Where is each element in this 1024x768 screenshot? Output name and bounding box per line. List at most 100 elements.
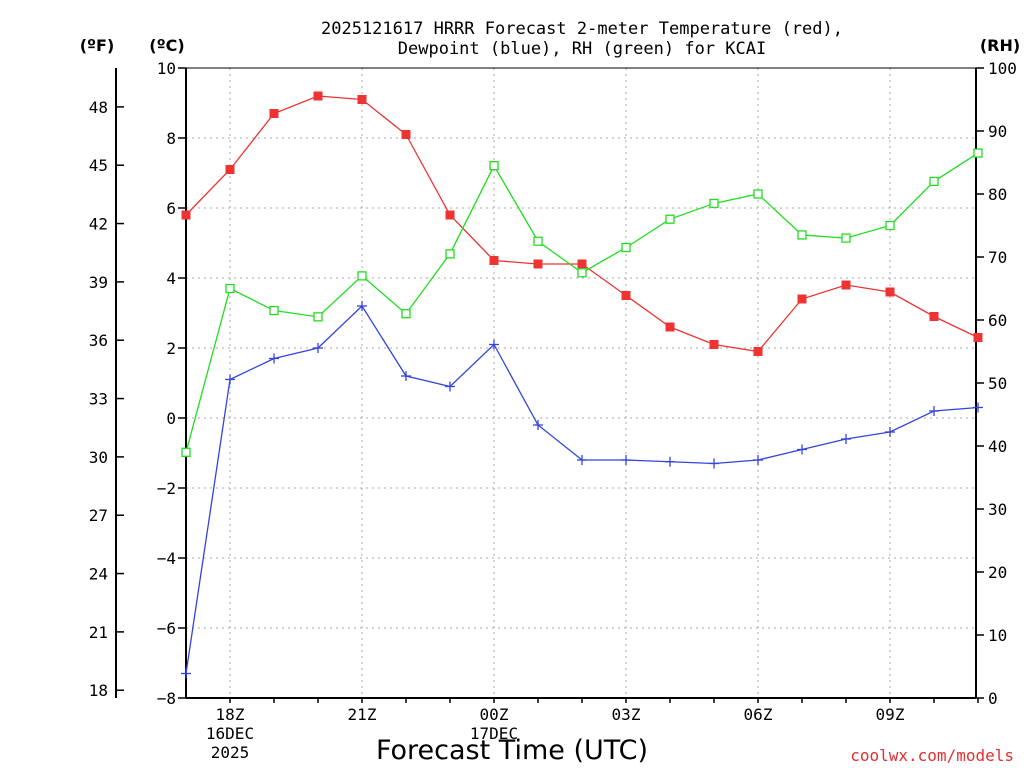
x-axis-label: Forecast Time (UTC) xyxy=(376,735,648,766)
temperature-point xyxy=(401,130,411,139)
rh-point xyxy=(665,214,675,224)
x-tick-label: 18Z xyxy=(216,705,245,724)
temperature-point xyxy=(885,287,895,297)
celsius-tick-label: −2 xyxy=(157,479,176,498)
temperature-line xyxy=(185,95,979,353)
fahrenheit-tick-label: 18 xyxy=(89,681,108,700)
dewpoint-point xyxy=(929,406,939,416)
temperature-point xyxy=(225,165,235,174)
temperature-point xyxy=(357,95,367,104)
dewpoint-point xyxy=(533,420,543,430)
rh-tick-label: 20 xyxy=(988,563,1007,582)
rh-point xyxy=(357,271,367,281)
temperature-point xyxy=(797,294,807,304)
rh-point xyxy=(885,220,895,231)
dewpoint-point xyxy=(665,456,675,467)
rh-tick-label: 0 xyxy=(988,689,998,708)
chart-title-line-1: 2025121617 HRRR Forecast 2-meter Tempera… xyxy=(321,19,843,39)
celsius-tick-label: 6 xyxy=(166,199,176,218)
dewpoint-line xyxy=(185,304,979,674)
rh-point xyxy=(269,305,279,316)
rh-point xyxy=(973,148,983,158)
rh-point xyxy=(445,249,455,259)
dewpoint-point xyxy=(753,455,763,465)
dewpoint-point xyxy=(709,458,719,469)
dewpoint-point xyxy=(181,668,191,679)
dewpoint-point xyxy=(797,444,807,455)
dewpoint-point xyxy=(577,455,587,465)
dewpoint-point xyxy=(621,455,631,465)
fahrenheit-tick-label: 30 xyxy=(89,448,108,467)
dewpoint-point xyxy=(401,371,411,381)
dewpoint-point xyxy=(885,427,895,437)
rh-point xyxy=(709,198,719,209)
temperature-point xyxy=(313,91,323,101)
temperature-point xyxy=(181,210,191,220)
temperature-point xyxy=(973,333,983,342)
dewpoint-point xyxy=(313,343,323,353)
credit-link[interactable]: coolwx.com/models xyxy=(850,746,1014,765)
celsius-tick-label: 10 xyxy=(157,59,176,78)
rh-point xyxy=(841,233,851,243)
celsius-tick-label: −4 xyxy=(157,549,176,568)
x-tick-label: 2025 xyxy=(211,743,250,762)
rh-tick-label: 90 xyxy=(988,122,1007,141)
rh-point xyxy=(533,236,543,246)
fahrenheit-tick-label: 39 xyxy=(89,273,108,292)
fahrenheit-tick-label: 42 xyxy=(89,215,108,234)
x-tick-label: 09Z xyxy=(876,705,905,724)
rh-point xyxy=(577,268,587,278)
celsius-tick-label: 2 xyxy=(166,339,176,358)
rh-point xyxy=(797,230,807,240)
temperature-point xyxy=(489,256,499,265)
rh-point xyxy=(753,189,763,199)
rh-tick-label: 50 xyxy=(988,374,1007,393)
celsius-tick-label: −8 xyxy=(157,689,176,708)
grid xyxy=(186,68,976,698)
temperature-point xyxy=(929,312,939,321)
dewpoint-point xyxy=(973,402,983,413)
x-tick-label: 03Z xyxy=(612,705,641,724)
rh-tick-label: 70 xyxy=(988,248,1007,267)
dewpoint-point xyxy=(445,381,455,392)
fahrenheit-tick-label: 21 xyxy=(89,623,108,642)
rh-tick-label: 10 xyxy=(988,626,1007,645)
temperature-point xyxy=(269,109,279,118)
rh-tick-label: 30 xyxy=(988,500,1007,519)
dewpoint-point xyxy=(841,434,851,444)
dewpoint-point xyxy=(269,353,279,364)
temperature-point xyxy=(533,259,543,269)
temperature-point xyxy=(841,280,851,290)
fahrenheit-tick-label: 45 xyxy=(89,156,108,175)
fahrenheit-tick-label: 27 xyxy=(89,506,108,525)
x-tick-label: 00Z xyxy=(480,705,509,724)
fahrenheit-tick-label: 24 xyxy=(89,565,108,584)
rh-point xyxy=(401,309,411,319)
rh-point xyxy=(929,176,939,187)
rh-tick-label: 60 xyxy=(988,311,1007,330)
temperature-point xyxy=(577,259,587,269)
series xyxy=(181,91,983,679)
x-tick-label: 17DEC xyxy=(470,724,518,743)
chart-title-line-2: Dewpoint (blue), RH (green) for KCAI xyxy=(398,39,766,59)
rh-unit-label: (RH) xyxy=(980,36,1020,55)
temperature-point xyxy=(665,322,675,332)
rh-point xyxy=(621,242,631,253)
dewpoint-point xyxy=(225,374,235,385)
celsius-tick-label: 8 xyxy=(166,129,176,148)
rh-point xyxy=(489,160,499,171)
celsius-tick-label: 0 xyxy=(166,409,176,428)
celsius-unit-label: (ºC) xyxy=(149,36,184,55)
fahrenheit-tick-label: 48 xyxy=(89,98,108,117)
temperature-point xyxy=(621,291,631,300)
axes: 1086420−2−4−6−84845423936333027242118100… xyxy=(89,59,1017,762)
dewpoint-point xyxy=(489,339,499,350)
fahrenheit-tick-label: 36 xyxy=(89,331,108,350)
fahrenheit-unit-label: (ºF) xyxy=(80,36,115,55)
x-tick-label: 16DEC xyxy=(206,724,254,743)
rh-line xyxy=(185,152,979,453)
rh-point xyxy=(181,447,191,457)
rh-tick-label: 80 xyxy=(988,185,1007,204)
rh-tick-label: 100 xyxy=(988,59,1017,78)
